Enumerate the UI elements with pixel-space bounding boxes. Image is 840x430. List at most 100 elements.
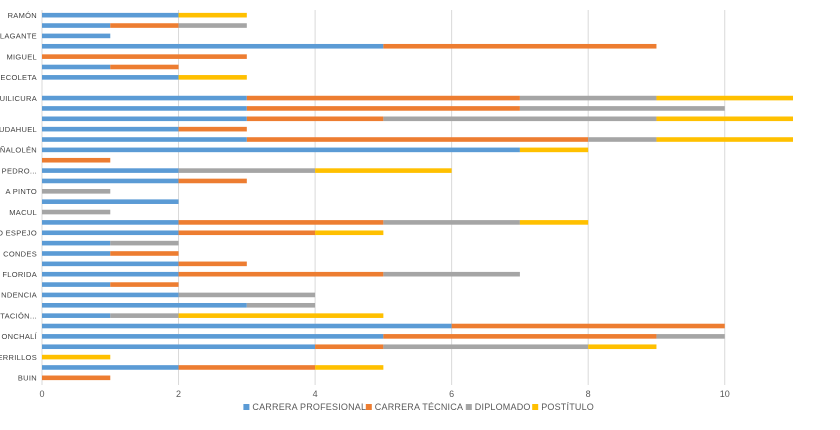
category-label: ERRILLOS	[0, 353, 37, 362]
bar-segment	[42, 209, 111, 215]
bar-segment	[42, 126, 179, 132]
bar-segment	[656, 95, 793, 101]
category-label: QUILICURA	[0, 94, 37, 103]
bar-segment	[42, 54, 247, 59]
bar-segment	[42, 282, 111, 287]
category-label: MACUL	[9, 208, 37, 217]
category-label: UDAHUEL	[0, 125, 37, 134]
category-label: LAGANTE	[0, 32, 37, 41]
bar-segment	[110, 282, 179, 287]
bar-segment	[383, 43, 657, 49]
bar-segment	[246, 302, 316, 308]
category-label: STACIÓN...	[0, 311, 37, 320]
category-label: BUIN	[18, 374, 37, 383]
bar-segment	[315, 344, 384, 350]
bar-segment	[178, 126, 247, 132]
bar-segment	[42, 116, 247, 122]
bar-segment	[42, 323, 452, 329]
bar-segment	[42, 168, 179, 173]
bar-segment	[383, 334, 657, 339]
bar-segment	[315, 365, 384, 370]
bar-segment	[42, 261, 179, 267]
bar-segment	[42, 95, 247, 101]
category-label: RAMÓN	[8, 11, 37, 20]
bar-segment	[42, 189, 111, 194]
category-label: FLORIDA	[2, 270, 37, 279]
bar-segment	[42, 313, 111, 318]
bar-segment	[246, 116, 384, 122]
bar-segment	[42, 106, 247, 111]
bar-segment	[42, 137, 247, 142]
bar-segment	[315, 230, 384, 236]
bar-segment	[110, 251, 179, 256]
bar-segment	[519, 220, 589, 225]
bar-segment	[178, 230, 316, 236]
bar-segment	[383, 220, 520, 225]
legend-label: CARRERA PROFESIONAL	[252, 402, 366, 412]
bar-segment	[178, 12, 247, 18]
bar-segment	[178, 292, 316, 298]
bar-segment	[42, 147, 520, 153]
bar-segment	[178, 271, 384, 277]
legend-swatch	[365, 404, 372, 410]
category-label: ÑALOLÉN	[0, 146, 37, 155]
bar-segment	[656, 137, 793, 142]
legend-swatch	[243, 404, 250, 410]
category-label: O ESPEJO	[0, 229, 37, 238]
bar-segment	[42, 365, 179, 370]
bar-segment	[519, 95, 657, 101]
legend-label: CARRERA TÉCNICA	[375, 402, 463, 412]
bar-segment	[519, 106, 725, 111]
bar-segment	[42, 292, 179, 298]
bar-segment	[42, 240, 111, 246]
legend-swatch	[532, 404, 539, 410]
bar-segment	[451, 323, 725, 329]
x-axis-ticks: 0 2 4 6 8 10	[39, 389, 729, 399]
bar-segment	[42, 251, 111, 256]
legend: CARRERA PROFESIONAL CARRERA TÉCNICA DIPLOM…	[243, 402, 594, 412]
bar-segment	[178, 313, 384, 318]
x-tick-label: 8	[586, 389, 591, 399]
category-label: PEDRO...	[2, 166, 37, 175]
category-label: A PINTO	[5, 187, 37, 196]
x-tick-label: 4	[313, 389, 318, 399]
bar-segment	[42, 302, 247, 308]
bar-segment	[178, 261, 247, 267]
bar-segment	[42, 178, 179, 184]
bar-segment	[42, 230, 179, 236]
x-tick-label: 2	[176, 389, 181, 399]
category-label: CONDES	[3, 249, 37, 258]
bar-segment	[588, 137, 657, 142]
bar-segment	[42, 375, 111, 381]
bar-segment	[110, 240, 179, 246]
bar-segment	[42, 64, 111, 70]
bar-segment	[178, 220, 384, 225]
bar-segment	[588, 344, 657, 350]
category-label: RECOLETA	[0, 73, 37, 82]
bar-segment	[42, 199, 179, 204]
bar-segment	[178, 75, 247, 80]
legend-swatch	[465, 404, 472, 410]
bar-segment	[315, 168, 452, 173]
bar-segment	[110, 23, 179, 28]
bar-segment	[42, 220, 179, 225]
bar-segment	[42, 157, 111, 163]
bar-segment	[656, 334, 725, 339]
category-labels: RAMÓN LAGANTE MIGUEL RECOLETA QUILICURA UDAHU…	[0, 11, 37, 383]
bar-segment	[178, 23, 247, 28]
bars	[42, 12, 793, 381]
category-label: NDENCIA	[1, 291, 37, 300]
bar-segment	[42, 12, 179, 18]
bar-segment	[42, 354, 111, 360]
x-tick-label: 0	[39, 389, 44, 399]
bar-segment	[656, 116, 793, 122]
bar-segment	[110, 64, 179, 70]
bar-segment	[42, 75, 179, 80]
x-tick-label: 6	[449, 389, 454, 399]
bar-segment	[178, 168, 316, 173]
bar-segment	[42, 23, 111, 28]
bar-segment	[246, 137, 589, 142]
bar-segment	[383, 344, 589, 350]
x-tick-label: 10	[720, 389, 730, 399]
